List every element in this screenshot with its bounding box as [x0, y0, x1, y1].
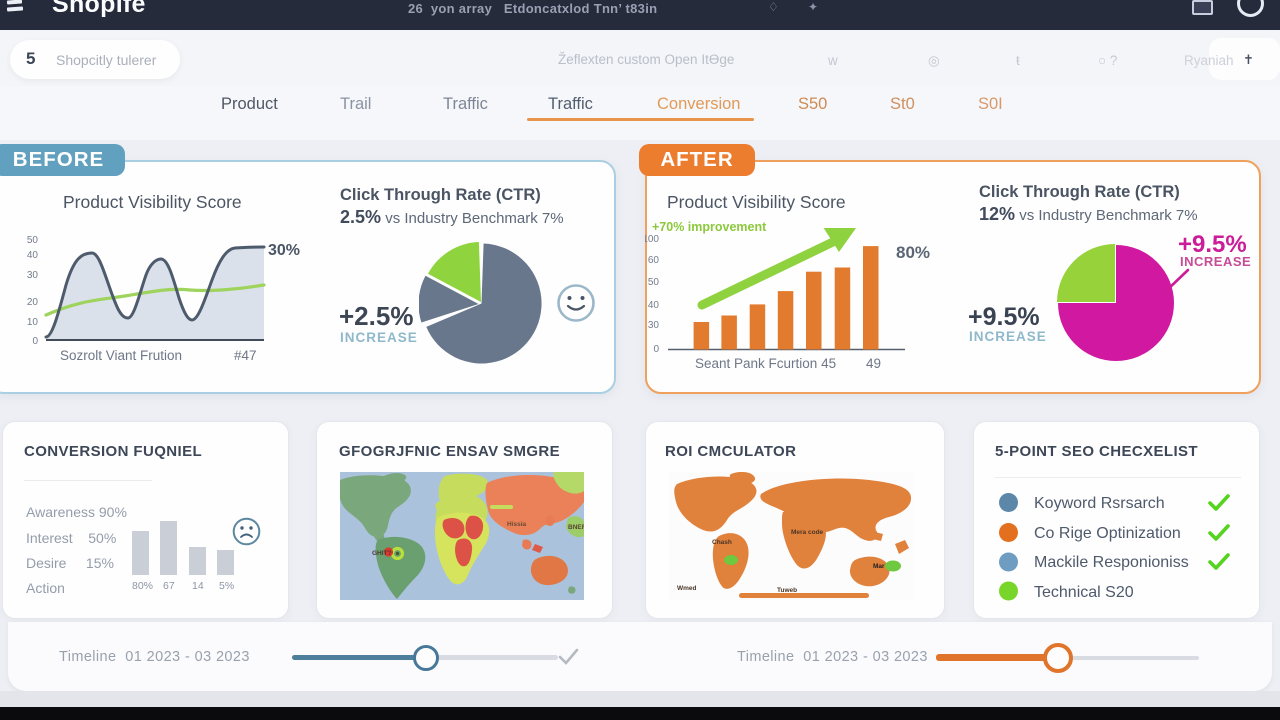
svg-text:30: 30 [27, 270, 39, 281]
svg-text:Tuweb: Tuweb [777, 587, 797, 594]
svg-text:Hissia: Hissia [507, 521, 527, 528]
svg-text:Mackile Responioniss: Mackile Responioniss [1034, 554, 1189, 571]
svg-text:Mar: Mar [873, 563, 885, 570]
svg-text:GHIT?: GHIT? [372, 550, 392, 557]
svg-text:0: 0 [32, 336, 38, 347]
svg-text:40: 40 [27, 250, 39, 261]
svg-text:14: 14 [192, 580, 204, 592]
svg-text:Technical S20: Technical S20 [1034, 584, 1134, 601]
svg-text:Co Rige Optinization: Co Rige Optinization [1034, 525, 1181, 542]
svg-text:10: 10 [27, 317, 39, 328]
svg-text:50: 50 [27, 235, 39, 246]
svg-text:5%: 5% [219, 580, 234, 592]
svg-text:50: 50 [648, 277, 660, 288]
svg-text:20: 20 [27, 297, 39, 308]
svg-text:Wmed: Wmed [677, 585, 697, 592]
svg-text:0: 0 [653, 344, 659, 355]
svg-text:Koyword Rsrsarch: Koyword Rsrsarch [1034, 495, 1165, 512]
svg-text:80%: 80% [132, 580, 153, 592]
svg-text:Chash: Chash [712, 539, 732, 546]
svg-text:40: 40 [648, 300, 660, 311]
svg-text:100: 100 [645, 234, 659, 245]
svg-text:Mera code: Mera code [791, 529, 824, 536]
svg-text:30: 30 [648, 320, 660, 331]
svg-text:60: 60 [648, 255, 660, 266]
svg-text:67: 67 [163, 580, 175, 592]
svg-text:30%: 30% [268, 242, 300, 259]
